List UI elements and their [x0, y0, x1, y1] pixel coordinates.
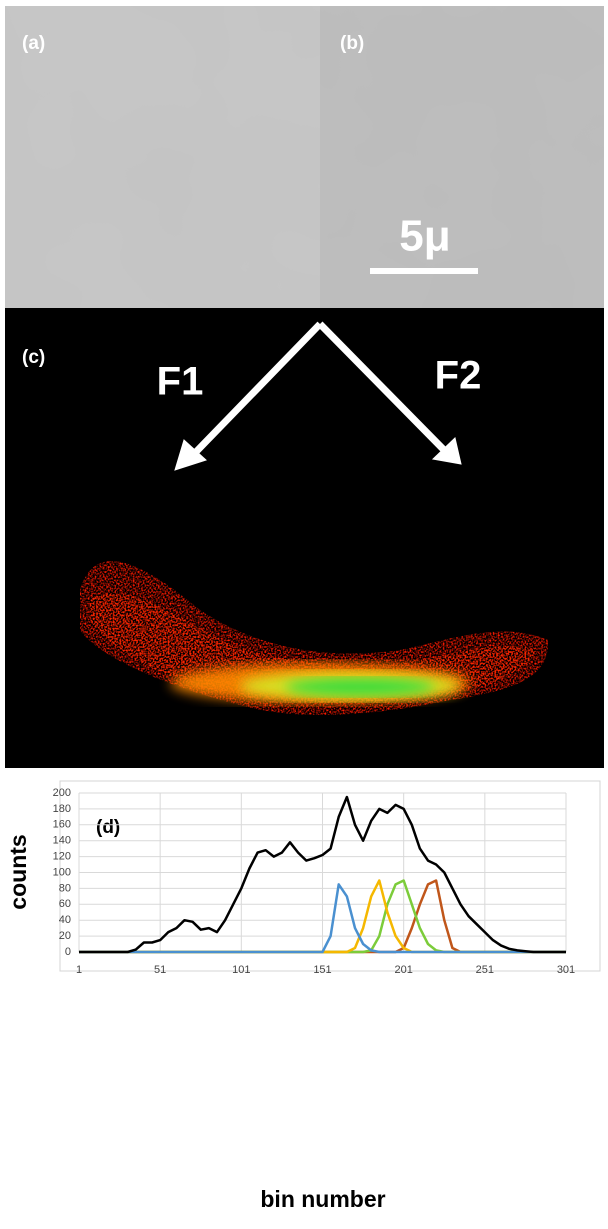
y-tick-label: 0 [65, 946, 71, 958]
x-tick-label: 151 [313, 964, 331, 976]
panel-label: (d) [96, 817, 120, 838]
x-tick-label: 201 [394, 964, 412, 976]
series-line [79, 883, 566, 954]
x-axis-title: bin number [260, 1186, 385, 1212]
image-panel-a: (a) [5, 6, 320, 308]
arrow-label: F1 [157, 360, 204, 404]
y-tick-label: 40 [59, 914, 71, 926]
series-line [79, 795, 566, 954]
arrow-label: F2 [435, 354, 482, 398]
scale-bar-label: 5μ [399, 212, 450, 261]
y-tick-label: 160 [53, 819, 71, 831]
y-axis-title: counts [5, 834, 31, 909]
scatter-density [80, 561, 549, 715]
y-tick-label: 20 [59, 930, 71, 942]
image-panel-c: (c) F1 F2 [5, 308, 604, 768]
y-tick-label: 60 [59, 898, 71, 910]
panel-label: (c) [22, 347, 45, 368]
y-tick-label: 80 [59, 882, 71, 894]
arrows [174, 321, 462, 471]
panel-label: (a) [22, 33, 45, 54]
y-tick-label: 200 [53, 787, 71, 799]
image-panel-b: (b) 5μ [320, 6, 604, 308]
x-tick-label: 251 [476, 964, 494, 976]
x-tick-label: 1 [76, 964, 82, 976]
x-tick-label: 51 [154, 964, 166, 976]
y-tick-label: 140 [53, 835, 71, 847]
y-tick-label: 120 [53, 851, 71, 863]
x-tick-label: 301 [557, 964, 575, 976]
scale-bar [370, 268, 478, 274]
y-tick-label: 180 [53, 803, 71, 815]
y-tick-label: 100 [53, 866, 71, 878]
plot-frame [59, 780, 601, 972]
panel-label: (b) [340, 33, 364, 54]
x-tick-label: 101 [232, 964, 250, 976]
